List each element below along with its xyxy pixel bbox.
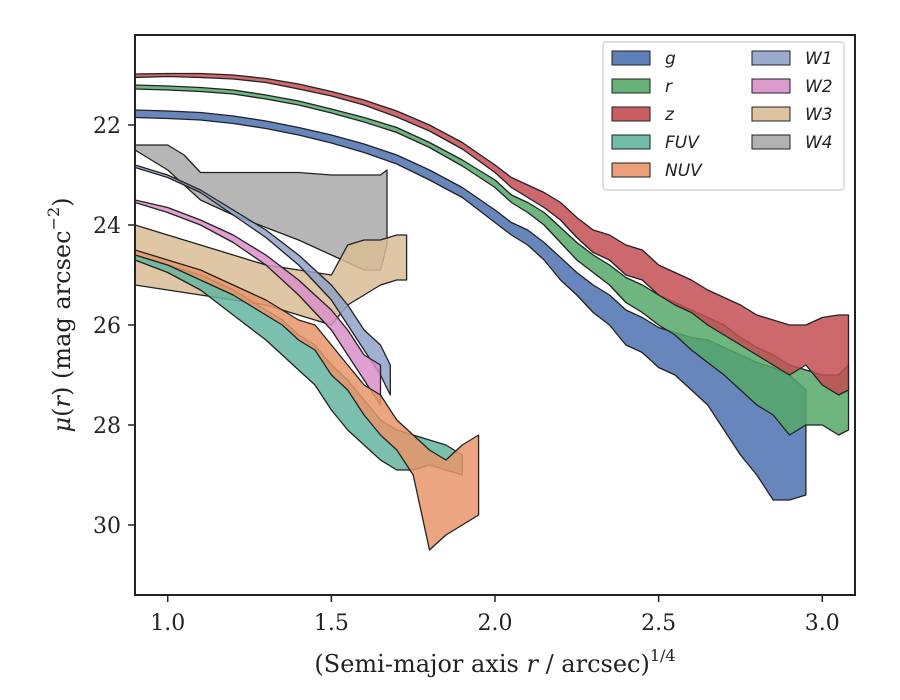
legend-label-w3: W3 xyxy=(805,105,833,125)
y-axis-ticks: 22 24 26 28 30 xyxy=(93,114,135,539)
legend-label-z: z xyxy=(664,105,675,125)
y-axis-label: μ(r) (mag arcsec−2) xyxy=(44,197,76,432)
band-z xyxy=(135,72,850,396)
x-tick-label: 1.5 xyxy=(314,611,349,636)
legend-swatch-r xyxy=(611,78,651,94)
legend-swatch-nuv xyxy=(611,162,651,178)
legend-label-nuv: NUV xyxy=(665,161,703,181)
legend-swatch-fuv xyxy=(611,134,651,150)
legend-label-r: r xyxy=(665,77,673,97)
profile-bands xyxy=(135,72,850,551)
x-tick-label: 3.0 xyxy=(805,611,840,636)
x-axis-label: (Semi-major axis r / arcsec)1/4 xyxy=(314,646,675,678)
band-w1 xyxy=(135,164,391,396)
y-tick-label: 24 xyxy=(93,214,121,239)
legend-label-w4: W4 xyxy=(805,133,833,153)
y-tick-label: 26 xyxy=(93,314,121,339)
band-g xyxy=(135,109,807,501)
y-tick-label: 22 xyxy=(93,114,121,139)
y-tick-label: 28 xyxy=(93,414,121,439)
band-nuv xyxy=(135,249,480,551)
y-tick-label: 30 xyxy=(93,514,121,539)
legend-label-w2: W2 xyxy=(805,77,833,97)
legend-label-w1: W1 xyxy=(805,49,833,69)
x-tick-label: 1.0 xyxy=(150,611,185,636)
legend-swatch-w1 xyxy=(751,50,791,66)
legend-swatch-z xyxy=(611,106,651,122)
x-tick-label: 2.0 xyxy=(478,611,513,636)
legend-label-g: g xyxy=(665,49,676,69)
x-axis-ticks: 1.0 1.5 2.0 2.5 3.0 xyxy=(150,595,840,636)
x-tick-label: 2.5 xyxy=(641,611,676,636)
legend-swatch-w4 xyxy=(751,134,791,150)
band-r xyxy=(135,84,850,436)
legend-swatch-w2 xyxy=(751,78,791,94)
legend: grz FUV NUV W1 W2 W3 W4 xyxy=(602,41,845,191)
legend-swatch-g xyxy=(611,50,651,66)
legend-label-fuv: FUV xyxy=(665,133,700,153)
legend-swatch-w3 xyxy=(751,106,791,122)
